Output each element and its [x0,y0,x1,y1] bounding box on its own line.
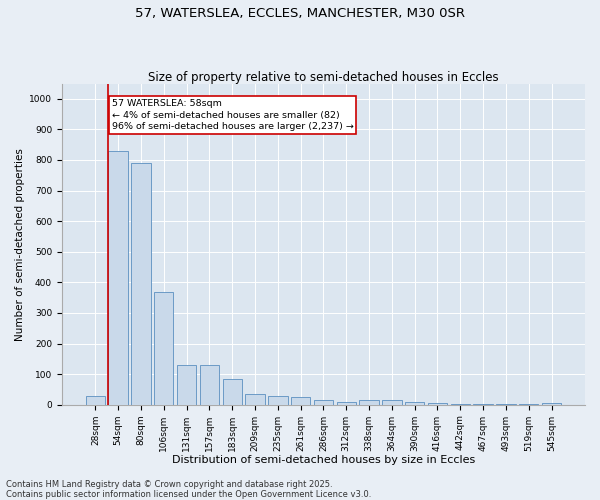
Y-axis label: Number of semi-detached properties: Number of semi-detached properties [15,148,25,340]
Bar [382,400,401,404]
Bar [359,400,379,404]
Bar [223,378,242,404]
Bar [314,400,333,404]
Bar [245,394,265,404]
Bar [86,396,105,404]
X-axis label: Distribution of semi-detached houses by size in Eccles: Distribution of semi-detached houses by … [172,455,475,465]
Text: 57, WATERSLEA, ECCLES, MANCHESTER, M30 0SR: 57, WATERSLEA, ECCLES, MANCHESTER, M30 0… [135,8,465,20]
Text: Contains HM Land Registry data © Crown copyright and database right 2025.
Contai: Contains HM Land Registry data © Crown c… [6,480,371,499]
Bar [200,365,219,405]
Bar [268,396,287,404]
Bar [177,365,196,405]
Bar [405,402,424,404]
Bar [109,151,128,405]
Title: Size of property relative to semi-detached houses in Eccles: Size of property relative to semi-detach… [148,70,499,84]
Text: 57 WATERSLEA: 58sqm
← 4% of semi-detached houses are smaller (82)
96% of semi-de: 57 WATERSLEA: 58sqm ← 4% of semi-detache… [112,99,353,132]
Bar [428,403,447,404]
Bar [131,163,151,404]
Bar [154,292,173,405]
Bar [542,403,561,404]
Bar [337,402,356,404]
Bar [291,397,310,404]
